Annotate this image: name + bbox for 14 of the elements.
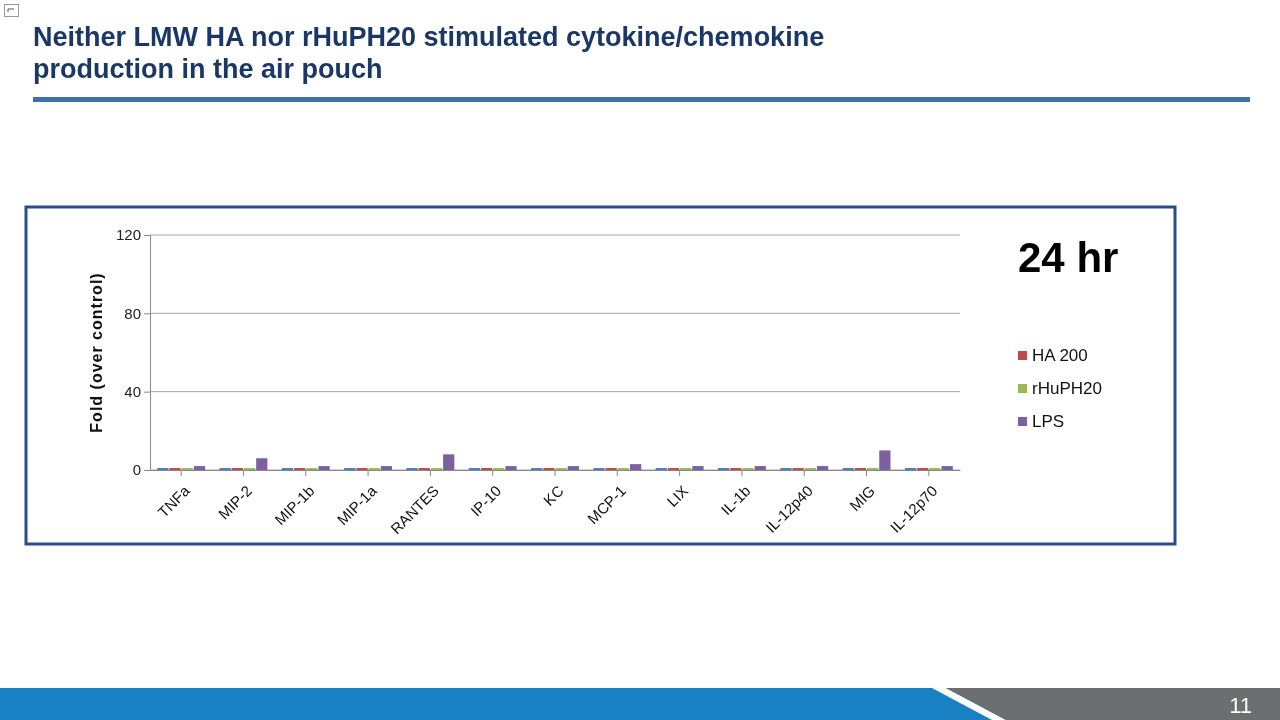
y-axis-title: Fold (over control) [88, 272, 105, 433]
chart-title: Neither LMW HA nor rHuPH20 stimulated cytokine/chemokine production in the air pouch [33, 22, 825, 84]
y-tick-label: 80 [124, 304, 141, 322]
x-tick-label: MIG [846, 482, 879, 515]
legend-label: LPS [1032, 412, 1065, 431]
legend-label: HA 200 [1032, 346, 1088, 365]
x-tick-label: LIX [663, 482, 692, 510]
legend-title: 24 hr [1018, 234, 1119, 281]
text: 11 [1229, 693, 1252, 718]
x-tick-label: KC [539, 481, 567, 509]
y-tick-label: 0 [132, 461, 141, 479]
legend-label: rHuPH20 [1032, 379, 1102, 398]
y-tick-label: 40 [124, 382, 141, 400]
y-tick-label: 120 [115, 226, 141, 244]
